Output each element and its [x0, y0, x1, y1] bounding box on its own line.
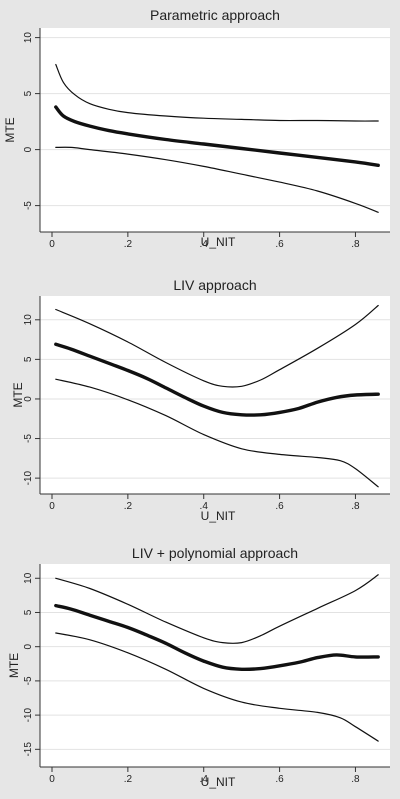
- series-line-lower: [55, 146, 379, 213]
- x-tick-label: .2: [124, 501, 133, 512]
- x-axis-label: U_NIT: [201, 235, 236, 249]
- chart-title: LIV approach: [173, 277, 256, 293]
- x-tick-label: .4: [200, 501, 209, 512]
- chart-title: LIV + polynomial approach: [132, 545, 298, 561]
- y-tick-label: 0: [23, 396, 34, 402]
- plot-area: [40, 28, 390, 232]
- y-tick-label: -15: [23, 742, 34, 757]
- y-tick-label: 5: [23, 356, 34, 362]
- x-tick-label: .4: [200, 239, 209, 250]
- y-axis-label: MTE: [3, 117, 17, 142]
- y-tick-label: 5: [23, 90, 34, 96]
- series-line-upper: [55, 304, 379, 388]
- series-line-upper: [55, 63, 379, 122]
- y-tick-label: -10: [23, 470, 34, 485]
- y-tick-label: 0: [23, 146, 34, 152]
- series-line-estimate: [54, 105, 380, 167]
- series-line-upper: [55, 574, 379, 644]
- y-tick-label: 5: [23, 609, 34, 615]
- x-tick-label: 0: [49, 501, 55, 512]
- x-tick-label: .8: [351, 501, 360, 512]
- chart-panel-1: Parametric approach -5 0 5 10 0 .2 .4 .6 .8 U_NIT M…: [3, 7, 390, 250]
- y-tick-label: -5: [23, 201, 34, 210]
- y-axis-label: MTE: [11, 382, 25, 407]
- chart-title: Parametric approach: [150, 7, 280, 23]
- y-tick-label: 10: [23, 32, 34, 44]
- x-axis-label: U_NIT: [201, 509, 236, 523]
- x-tick-label: 0: [49, 239, 55, 250]
- series-line-lower: [55, 632, 379, 742]
- x-axis-label: U_NIT: [201, 775, 236, 789]
- y-tick-label: 10: [23, 572, 34, 584]
- x-tick-label: .6: [275, 774, 284, 785]
- chart-panel-3: LIV + polynomial approach -15 -10 -5 0 5 10 0 .2…: [7, 545, 390, 789]
- series-line-lower: [55, 378, 379, 488]
- series-line-estimate: [54, 342, 380, 417]
- x-tick-label: 0: [49, 774, 55, 785]
- x-tick-label: .6: [275, 239, 284, 250]
- y-axis-label: MTE: [7, 653, 21, 678]
- plot-area: [40, 296, 390, 494]
- x-tick-label: .4: [200, 774, 209, 785]
- y-tick-label: -10: [23, 707, 34, 722]
- x-tick-label: .6: [275, 501, 284, 512]
- y-tick-label: -5: [23, 434, 34, 443]
- y-tick-label: 0: [23, 643, 34, 649]
- y-tick-label: -5: [23, 676, 34, 685]
- y-tick-label: 10: [23, 314, 34, 326]
- x-tick-label: .2: [124, 239, 133, 250]
- chart-panel-2: LIV approach -10 -5 0 5 10 0 .2 .4 .6 .8 U_NIT MTE: [11, 277, 390, 523]
- x-tick-label: .8: [351, 774, 360, 785]
- x-tick-label: .2: [124, 774, 133, 785]
- x-tick-label: .8: [351, 239, 360, 250]
- series-line-estimate: [54, 603, 380, 672]
